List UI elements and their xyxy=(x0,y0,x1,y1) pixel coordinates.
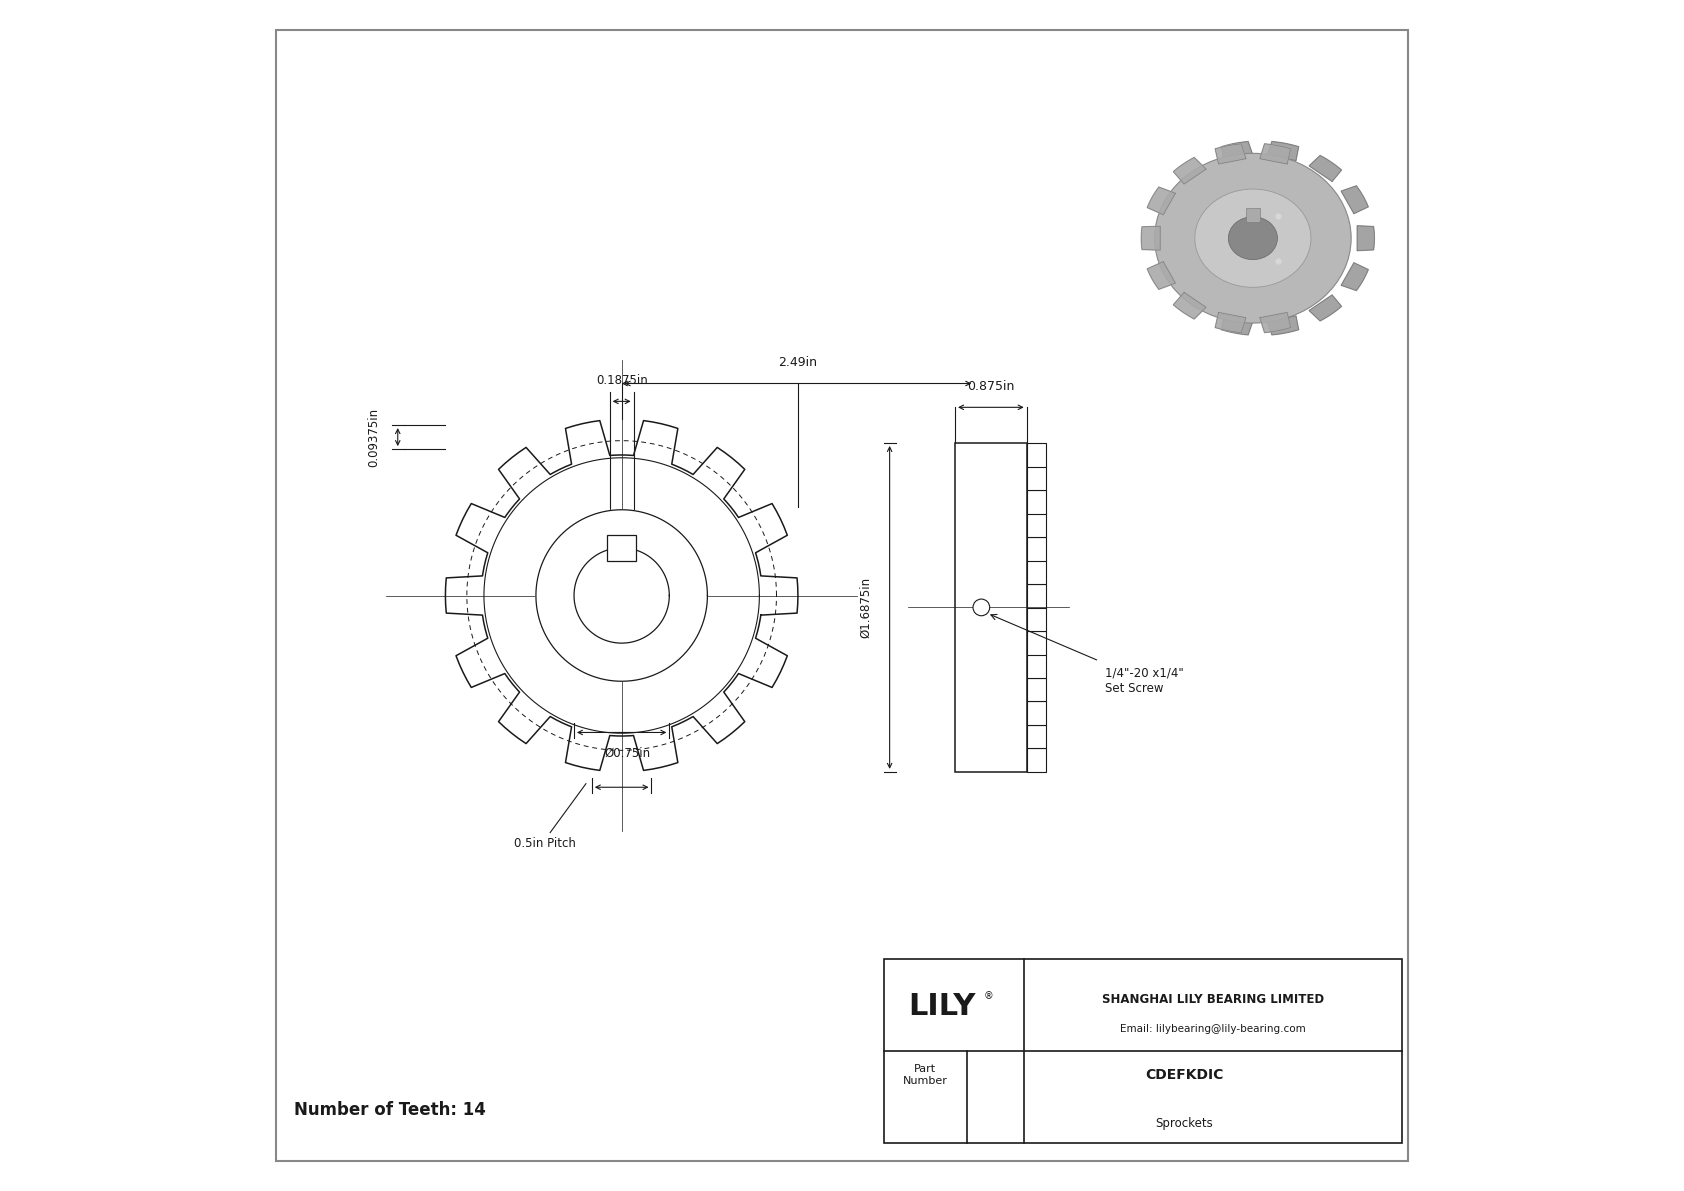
Polygon shape xyxy=(1357,226,1374,250)
Polygon shape xyxy=(1147,187,1175,214)
Polygon shape xyxy=(1216,312,1246,332)
Polygon shape xyxy=(536,510,707,681)
Polygon shape xyxy=(574,548,669,643)
Text: 0.09375in: 0.09375in xyxy=(367,407,381,467)
Polygon shape xyxy=(445,420,798,771)
Text: Ø1.6875in: Ø1.6875in xyxy=(859,576,872,638)
Polygon shape xyxy=(1221,142,1253,161)
Bar xyxy=(884,959,1401,1143)
Bar xyxy=(1027,560,1046,584)
Text: Number of Teeth: 14: Number of Teeth: 14 xyxy=(295,1100,487,1120)
Text: Email: lilybearing@lily-bearing.com: Email: lilybearing@lily-bearing.com xyxy=(1120,1024,1305,1034)
Bar xyxy=(1027,537,1046,561)
Bar xyxy=(1027,631,1046,655)
Bar xyxy=(1027,443,1046,467)
Polygon shape xyxy=(1268,142,1298,161)
Text: CDEFKDIC: CDEFKDIC xyxy=(1145,1068,1223,1083)
Polygon shape xyxy=(1147,262,1175,289)
Bar xyxy=(1027,607,1046,631)
Polygon shape xyxy=(1174,157,1206,183)
Bar xyxy=(1027,678,1046,701)
Text: 0.875in: 0.875in xyxy=(967,380,1014,393)
Polygon shape xyxy=(1216,144,1246,164)
Polygon shape xyxy=(1260,144,1290,164)
Ellipse shape xyxy=(1155,154,1351,323)
Polygon shape xyxy=(1142,226,1160,250)
Text: Ø0.75in: Ø0.75in xyxy=(605,747,650,760)
Bar xyxy=(1027,467,1046,491)
Bar xyxy=(608,535,637,561)
Bar xyxy=(1027,490,1046,513)
Bar xyxy=(1027,584,1046,607)
Text: 0.1875in: 0.1875in xyxy=(596,374,648,387)
Polygon shape xyxy=(1268,316,1298,335)
Text: ®: ® xyxy=(983,991,994,1000)
Ellipse shape xyxy=(1196,189,1310,287)
Text: Sprockets: Sprockets xyxy=(1155,1116,1212,1129)
Bar xyxy=(1246,207,1260,222)
Text: 1/4"-20 x1/4"
Set Screw: 1/4"-20 x1/4" Set Screw xyxy=(1105,667,1184,696)
Text: LILY: LILY xyxy=(908,992,975,1021)
Polygon shape xyxy=(1308,295,1342,320)
Circle shape xyxy=(973,599,990,616)
Polygon shape xyxy=(1340,186,1369,213)
Text: 0.5in Pitch: 0.5in Pitch xyxy=(515,837,576,850)
Bar xyxy=(1027,513,1046,537)
Bar xyxy=(1027,701,1046,725)
Polygon shape xyxy=(1174,293,1206,319)
Text: 2.49in: 2.49in xyxy=(778,356,817,369)
Polygon shape xyxy=(1260,312,1290,332)
Polygon shape xyxy=(1308,156,1342,181)
Polygon shape xyxy=(1340,263,1369,291)
Text: Part
Number: Part Number xyxy=(903,1065,948,1086)
Ellipse shape xyxy=(1228,217,1278,260)
Bar xyxy=(1027,748,1046,772)
Text: SHANGHAI LILY BEARING LIMITED: SHANGHAI LILY BEARING LIMITED xyxy=(1101,993,1324,1006)
Polygon shape xyxy=(1221,316,1253,335)
Bar xyxy=(1027,724,1046,748)
Bar xyxy=(955,443,1027,772)
Bar xyxy=(1027,654,1046,678)
